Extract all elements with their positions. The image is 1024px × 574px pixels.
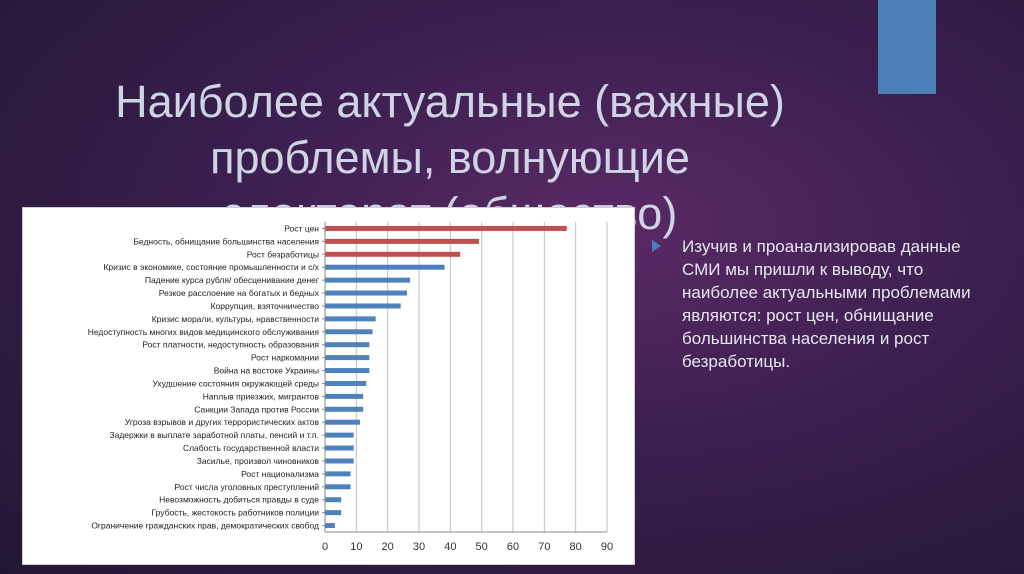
bar [325, 303, 401, 309]
x-tick-label: 90 [601, 541, 613, 553]
x-tick-label: 70 [538, 541, 550, 553]
bar [325, 393, 364, 399]
category-label: Угроза взрывов и других террористических… [125, 417, 320, 427]
x-tick-label: 80 [570, 541, 582, 553]
bar [325, 484, 351, 490]
bar [325, 368, 370, 374]
bar [325, 251, 461, 257]
category-label: Кризис в экономике, состояние промышленн… [103, 262, 319, 272]
x-tick-label: 20 [382, 541, 394, 553]
chart-panel: 0 10 20 30 40 50 60 70 80 90 Рост цен Бедность, обн… [22, 207, 635, 565]
bar [325, 329, 373, 335]
category-label: Засилье, произвол чиновников [197, 456, 320, 466]
bar [325, 238, 480, 244]
category-label: Ограничение гражданских прав, демократич… [91, 521, 319, 531]
category-label: Рост цен [284, 223, 319, 233]
bar [325, 355, 370, 361]
category-label: Бедность, обнищание большинства населени… [133, 236, 319, 246]
category-label: Резкое расслоение на богатых и бедных [159, 288, 320, 298]
bullet-arrow-icon [652, 240, 661, 252]
title-line-1: Наиболее актуальные (важные) [115, 76, 785, 128]
bar [325, 445, 354, 451]
bar [325, 523, 335, 529]
category-label: Невозможность добиться правды в суде [159, 495, 319, 505]
bar [325, 380, 367, 386]
x-tick-label: 30 [413, 541, 425, 553]
x-tick-label: 60 [507, 541, 519, 553]
bar [325, 264, 445, 270]
category-label: Рост безработицы [247, 249, 319, 259]
bar [325, 510, 342, 516]
bar [325, 342, 370, 348]
accent-bar [878, 0, 936, 94]
category-label: Кризис морали, культуры, нравственности [152, 314, 320, 324]
category-label: Задержки в выплате заработной платы, пен… [109, 430, 319, 440]
bar [325, 471, 351, 477]
bar [325, 225, 567, 231]
category-label: Слабость государственной власти [183, 443, 319, 453]
title-line-2: проблемы, волнующие [210, 132, 690, 184]
bar [325, 316, 376, 322]
bar-chart: 0 10 20 30 40 50 60 70 80 90 Рост цен Бедность, обн… [88, 222, 613, 553]
bar [325, 419, 360, 425]
category-label: Недоступность многих видов медицинского … [88, 327, 320, 337]
category-label: Война на востоке Украины [214, 366, 319, 376]
category-label: Рост национализма [241, 469, 319, 479]
x-tick-label: 0 [322, 541, 328, 553]
bullet-point: Изучив и проанализировав данные СМИ мы п… [652, 235, 992, 373]
bullet-text: Изучив и проанализировав данные СМИ мы п… [682, 237, 971, 371]
category-label: Рост платности, недоступность образовани… [142, 340, 319, 350]
category-label: Санкции Запада против России [194, 404, 319, 414]
bar [325, 458, 354, 464]
category-label: Коррупция, взяточничество [211, 301, 320, 311]
bar [325, 406, 364, 412]
category-label: Наплыв приезжих, мигрантов [203, 391, 320, 401]
x-tick-label: 50 [476, 541, 488, 553]
category-label: Рост числа уголовных преступлений [175, 482, 320, 492]
category-label: Грубость, жестокость работников полиции [152, 508, 320, 518]
bar [325, 277, 411, 283]
category-label: Ухудшение состояния окружающей среды [152, 378, 319, 388]
x-tick-label: 10 [350, 541, 362, 553]
x-tick-label: 40 [444, 541, 456, 553]
bar [325, 290, 407, 296]
category-label: Падение курса рубля/ обесценивание денег [145, 275, 319, 285]
bar [325, 432, 354, 438]
bar [325, 497, 342, 503]
category-label: Рост наркомании [251, 353, 319, 363]
